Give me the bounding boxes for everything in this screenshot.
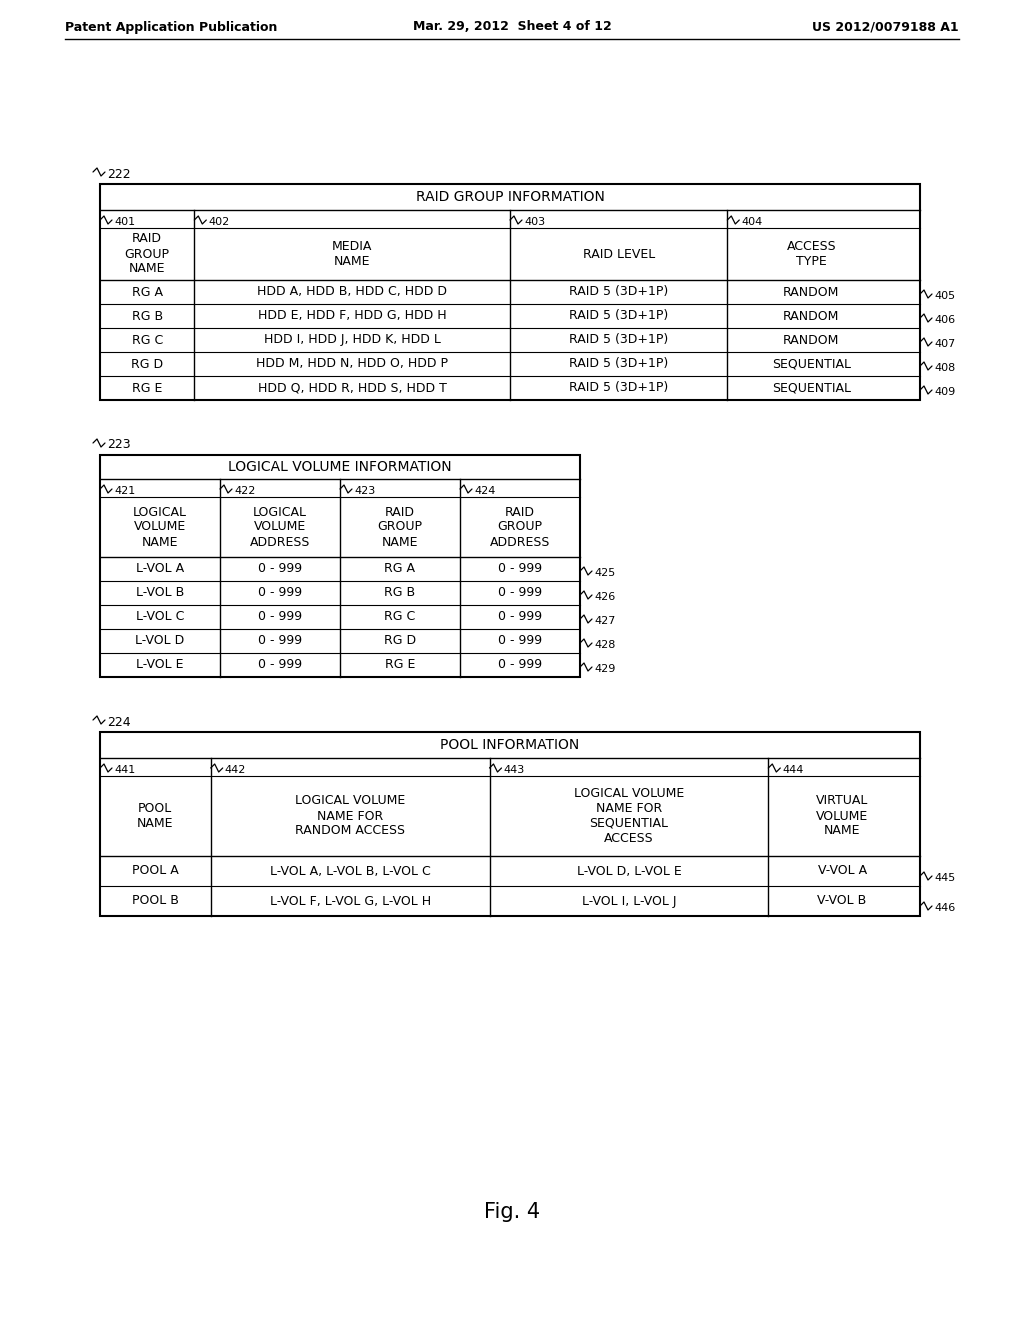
Text: 0 - 999: 0 - 999 <box>498 610 542 623</box>
Text: POOL B: POOL B <box>132 895 179 908</box>
Text: RAID 5 (3D+1P): RAID 5 (3D+1P) <box>569 285 669 298</box>
Text: 444: 444 <box>782 766 804 775</box>
Text: 421: 421 <box>114 486 135 496</box>
Text: V-VOL B: V-VOL B <box>817 895 866 908</box>
Text: RANDOM: RANDOM <box>783 309 840 322</box>
Text: POOL INFORMATION: POOL INFORMATION <box>440 738 580 752</box>
Text: Mar. 29, 2012  Sheet 4 of 12: Mar. 29, 2012 Sheet 4 of 12 <box>413 21 611 33</box>
Text: 404: 404 <box>741 216 763 227</box>
Text: RAID 5 (3D+1P): RAID 5 (3D+1P) <box>569 381 669 395</box>
Text: 422: 422 <box>234 486 255 496</box>
Text: L-VOL F, L-VOL G, L-VOL H: L-VOL F, L-VOL G, L-VOL H <box>269 895 431 908</box>
Text: 441: 441 <box>114 766 135 775</box>
Text: RAID
GROUP
NAME: RAID GROUP NAME <box>125 232 170 276</box>
Text: L-VOL E: L-VOL E <box>136 659 183 672</box>
Text: RAID GROUP INFORMATION: RAID GROUP INFORMATION <box>416 190 604 205</box>
Text: LOGICAL VOLUME
NAME FOR
SEQUENTIAL
ACCESS: LOGICAL VOLUME NAME FOR SEQUENTIAL ACCES… <box>573 787 684 845</box>
Text: RG B: RG B <box>132 309 163 322</box>
Text: 426: 426 <box>594 591 615 602</box>
Text: 222: 222 <box>106 168 131 181</box>
Text: L-VOL A: L-VOL A <box>136 562 184 576</box>
Text: RANDOM: RANDOM <box>783 334 840 346</box>
Text: 409: 409 <box>934 387 955 397</box>
Text: 224: 224 <box>106 715 131 729</box>
Text: V-VOL A: V-VOL A <box>817 865 866 878</box>
Text: RAID
GROUP
ADDRESS: RAID GROUP ADDRESS <box>489 506 550 549</box>
Text: RAID 5 (3D+1P): RAID 5 (3D+1P) <box>569 334 669 346</box>
Text: POOL
NAME: POOL NAME <box>137 803 174 830</box>
Text: 0 - 999: 0 - 999 <box>498 659 542 672</box>
Text: 428: 428 <box>594 640 615 649</box>
Text: 403: 403 <box>524 216 545 227</box>
Text: RANDOM: RANDOM <box>783 285 840 298</box>
Text: 401: 401 <box>114 216 135 227</box>
Text: 0 - 999: 0 - 999 <box>258 610 302 623</box>
Text: 407: 407 <box>934 339 955 348</box>
Text: US 2012/0079188 A1: US 2012/0079188 A1 <box>812 21 959 33</box>
Text: 446: 446 <box>934 903 955 913</box>
Text: RG A: RG A <box>384 562 416 576</box>
Text: 402: 402 <box>208 216 229 227</box>
Text: L-VOL D: L-VOL D <box>135 635 184 648</box>
Text: L-VOL A, L-VOL B, L-VOL C: L-VOL A, L-VOL B, L-VOL C <box>269 865 430 878</box>
Text: LOGICAL VOLUME
NAME FOR
RANDOM ACCESS: LOGICAL VOLUME NAME FOR RANDOM ACCESS <box>295 795 406 837</box>
Text: VIRTUAL
VOLUME
NAME: VIRTUAL VOLUME NAME <box>816 795 868 837</box>
Text: LOGICAL
VOLUME
ADDRESS: LOGICAL VOLUME ADDRESS <box>250 506 310 549</box>
Text: HDD E, HDD F, HDD G, HDD H: HDD E, HDD F, HDD G, HDD H <box>258 309 446 322</box>
Bar <box>100 455 580 677</box>
Text: HDD I, HDD J, HDD K, HDD L: HDD I, HDD J, HDD K, HDD L <box>264 334 440 346</box>
Text: RAID 5 (3D+1P): RAID 5 (3D+1P) <box>569 309 669 322</box>
Text: 445: 445 <box>934 873 955 883</box>
Text: LOGICAL
VOLUME
NAME: LOGICAL VOLUME NAME <box>133 506 187 549</box>
Text: 443: 443 <box>504 766 524 775</box>
Text: 406: 406 <box>934 315 955 325</box>
Text: L-VOL C: L-VOL C <box>136 610 184 623</box>
Text: HDD Q, HDD R, HDD S, HDD T: HDD Q, HDD R, HDD S, HDD T <box>258 381 446 395</box>
Text: 0 - 999: 0 - 999 <box>498 586 542 599</box>
Text: Patent Application Publication: Patent Application Publication <box>65 21 278 33</box>
Text: 424: 424 <box>474 486 496 496</box>
Text: 405: 405 <box>934 290 955 301</box>
Text: 408: 408 <box>934 363 955 374</box>
Text: RAID 5 (3D+1P): RAID 5 (3D+1P) <box>569 358 669 371</box>
Text: SEQUENTIAL: SEQUENTIAL <box>772 358 851 371</box>
Text: HDD M, HDD N, HDD O, HDD P: HDD M, HDD N, HDD O, HDD P <box>256 358 449 371</box>
Text: 223: 223 <box>106 438 131 451</box>
Text: RAID
GROUP
NAME: RAID GROUP NAME <box>378 506 423 549</box>
Text: 442: 442 <box>224 766 246 775</box>
Text: 0 - 999: 0 - 999 <box>498 562 542 576</box>
Text: RG E: RG E <box>132 381 163 395</box>
Text: L-VOL D, L-VOL E: L-VOL D, L-VOL E <box>577 865 681 878</box>
Text: RG A: RG A <box>132 285 163 298</box>
Text: RG B: RG B <box>384 586 416 599</box>
Text: 0 - 999: 0 - 999 <box>258 562 302 576</box>
Text: L-VOL B: L-VOL B <box>136 586 184 599</box>
Text: RAID LEVEL: RAID LEVEL <box>583 248 654 260</box>
Text: LOGICAL VOLUME INFORMATION: LOGICAL VOLUME INFORMATION <box>228 459 452 474</box>
Text: SEQUENTIAL: SEQUENTIAL <box>772 381 851 395</box>
Text: 0 - 999: 0 - 999 <box>258 659 302 672</box>
Text: 0 - 999: 0 - 999 <box>258 635 302 648</box>
Text: POOL A: POOL A <box>132 865 179 878</box>
Text: RG C: RG C <box>131 334 163 346</box>
Text: 0 - 999: 0 - 999 <box>498 635 542 648</box>
Bar <box>100 183 920 400</box>
Text: RG D: RG D <box>131 358 163 371</box>
Text: MEDIA
NAME: MEDIA NAME <box>332 240 373 268</box>
Text: 423: 423 <box>354 486 375 496</box>
Text: HDD A, HDD B, HDD C, HDD D: HDD A, HDD B, HDD C, HDD D <box>257 285 447 298</box>
Text: ACCESS
TYPE: ACCESS TYPE <box>786 240 837 268</box>
Text: L-VOL I, L-VOL J: L-VOL I, L-VOL J <box>582 895 676 908</box>
Text: RG E: RG E <box>385 659 415 672</box>
Text: 425: 425 <box>594 568 615 578</box>
Text: 0 - 999: 0 - 999 <box>258 586 302 599</box>
Text: 429: 429 <box>594 664 615 675</box>
Text: 427: 427 <box>594 616 615 626</box>
Text: RG D: RG D <box>384 635 416 648</box>
Text: Fig. 4: Fig. 4 <box>484 1203 540 1222</box>
Text: RG C: RG C <box>384 610 416 623</box>
Bar <box>100 733 920 916</box>
